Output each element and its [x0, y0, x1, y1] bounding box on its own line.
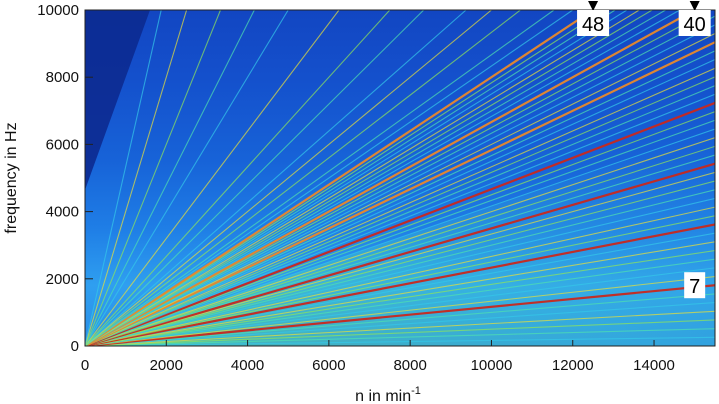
order-line-36: [85, 33, 715, 346]
y-tick-label: 10000: [37, 2, 79, 19]
order-line-19: [85, 180, 715, 346]
order-line-2: [85, 328, 715, 346]
x-axis-title-exponent: -1: [411, 385, 421, 397]
order-line-64: [85, 10, 467, 346]
order-line-144: [85, 10, 255, 346]
x-tick-label: 14000: [633, 357, 675, 374]
order-line-72: [85, 10, 425, 346]
order-line-180: [85, 10, 221, 346]
order-line-120: [85, 10, 289, 346]
order-line-41: [85, 10, 681, 346]
x-tick-label: 8000: [393, 357, 426, 374]
order-line-31: [85, 76, 715, 346]
order-line-96: [85, 10, 340, 346]
order-line-46: [85, 10, 616, 346]
order-line-15: [85, 215, 715, 346]
order-line-17: [85, 197, 715, 346]
order-line-6: [85, 293, 715, 346]
plot-area: [84, 9, 716, 347]
order-line-12: [85, 241, 715, 346]
order-line-39: [85, 10, 711, 346]
order-line-37: [85, 24, 715, 346]
x-axis-title-main: n in min: [355, 388, 411, 404]
order-line-26: [85, 119, 715, 346]
order-line-22: [85, 154, 715, 346]
dark-corner-region: [85, 10, 150, 190]
order-line-1: [85, 336, 715, 346]
order-line-10: [85, 258, 715, 346]
order-line-32: [85, 67, 715, 346]
order-line-42: [85, 10, 666, 346]
order-line-34: [85, 50, 715, 346]
y-axis-title: frequency in Hz: [3, 122, 20, 233]
order-line-240: [85, 10, 188, 346]
order-line-24: [85, 137, 715, 346]
order-line-21: [85, 162, 715, 346]
order-line-33: [85, 59, 715, 346]
y-tick-label: 2000: [46, 271, 79, 288]
x-tick-label: 12000: [552, 357, 594, 374]
order-line-60: [85, 10, 492, 346]
order-line-56: [85, 10, 521, 346]
order-line-18: [85, 189, 715, 346]
order-marker-48: [588, 1, 599, 11]
order-label-box-40: [678, 10, 711, 36]
order-line-28: [85, 101, 715, 346]
order-line-4: [85, 310, 715, 346]
x-tick-label: 2000: [150, 357, 183, 374]
order-line-9: [85, 267, 715, 346]
order-line-14: [85, 223, 715, 346]
order-label-48: 48: [582, 14, 604, 36]
order-labels: 48 40 7: [577, 1, 711, 299]
order-line-3: [85, 319, 715, 346]
order-line-35: [85, 41, 715, 346]
x-axis: 0 2000 4000 6000 8000 10000 12000 14000: [81, 340, 675, 374]
order-line-13: [85, 232, 715, 346]
y-tick-label: 4000: [46, 204, 79, 221]
y-tick-label: 6000: [46, 136, 79, 153]
order-lines: [85, 10, 715, 346]
order-line-8: [85, 276, 715, 346]
x-tick-label: 0: [81, 357, 89, 374]
order-line-23: [85, 145, 715, 346]
order-line-25: [85, 128, 715, 346]
order-line-38: [85, 15, 715, 346]
y-tick-label: 0: [71, 338, 79, 355]
order-line-50: [85, 10, 574, 346]
order-line-16: [85, 206, 715, 346]
order-label-box-7: [684, 272, 706, 299]
order-line-27: [85, 111, 715, 346]
order-line-30: [85, 85, 715, 346]
y-axis: 0 2000 4000 6000 8000 10000: [37, 2, 93, 355]
x-tick-label: 6000: [312, 357, 345, 374]
order-label-40: 40: [684, 14, 706, 36]
order-line-20: [85, 171, 715, 346]
order-line-52: [85, 10, 555, 346]
order-label-box-48: [577, 10, 610, 36]
order-label-7: 7: [689, 276, 700, 298]
order-line-29: [85, 93, 715, 346]
order-line-7: [85, 284, 715, 346]
y-tick-label: 8000: [46, 69, 79, 86]
order-line-40: [85, 10, 696, 346]
plot-frame: [84, 9, 716, 347]
order-marker-40: [689, 1, 700, 11]
x-axis-title: n in min-1: [355, 385, 421, 404]
x-tick-label: 10000: [471, 357, 513, 374]
order-line-48: [85, 10, 594, 346]
order-line-44: [85, 10, 640, 346]
order-line-320: [85, 10, 162, 346]
x-tick-label: 4000: [231, 357, 264, 374]
order-line-5: [85, 302, 715, 346]
order-line-45: [85, 10, 628, 346]
order-line-80: [85, 10, 391, 346]
order-line-11: [85, 249, 715, 346]
order-line-43: [85, 10, 653, 346]
